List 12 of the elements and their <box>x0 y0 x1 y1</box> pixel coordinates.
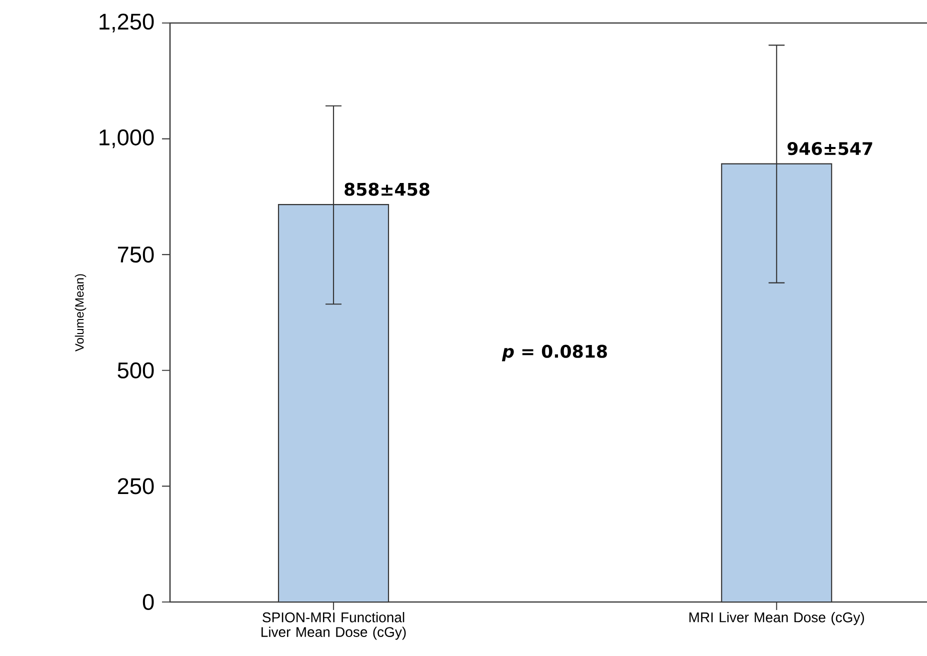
annotation: p = 0.0818 <box>502 344 607 362</box>
y-tick-label: 1,000 <box>100 129 154 148</box>
y-tick-label: 0 <box>142 594 154 610</box>
y-tick-label: 500 <box>118 362 154 378</box>
data-label: 858±458 <box>344 182 430 196</box>
data-label: 946±547 <box>788 142 872 156</box>
x-tick-label: MRI Liver Mean Dose (cGy) <box>689 612 864 626</box>
y-tick-label: 750 <box>118 246 154 263</box>
y-tick-label: 250 <box>118 478 154 494</box>
x-tick-label: SPION-MRI Functional Liver Mean Dose (cGy) <box>262 612 406 640</box>
y-axis-title: Volume(Mean) <box>74 274 86 352</box>
y-tick-label: 1,250 <box>100 14 154 32</box>
